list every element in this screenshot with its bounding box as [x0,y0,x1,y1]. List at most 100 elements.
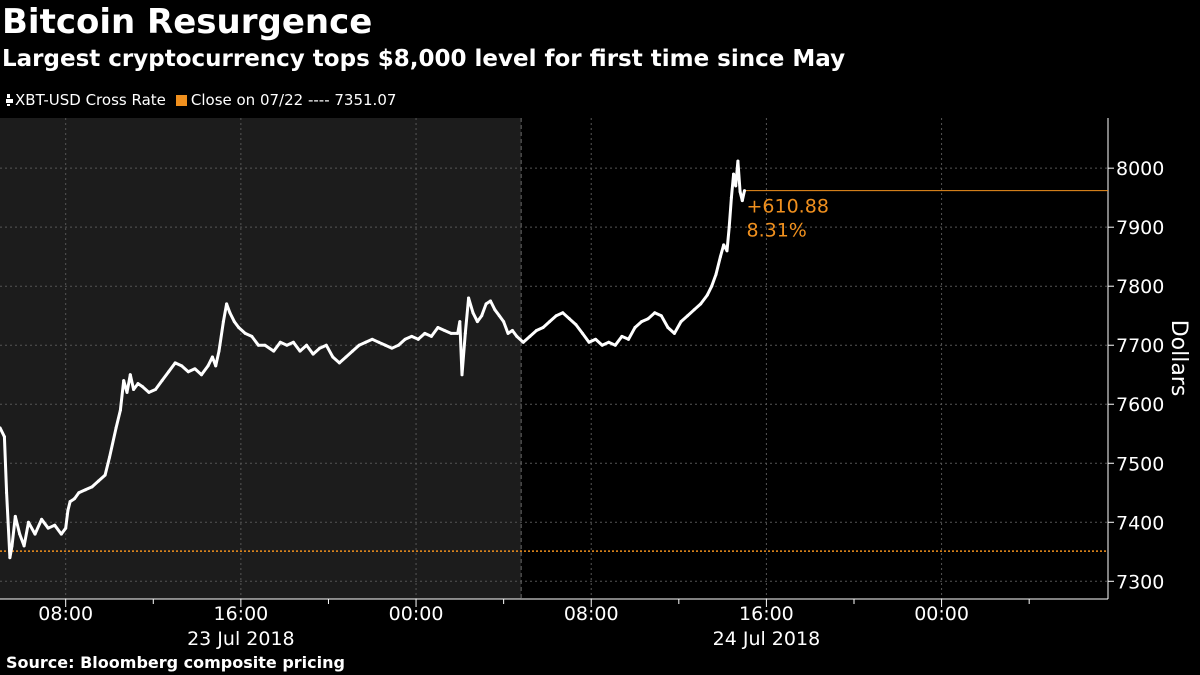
price-point [436,326,440,330]
x-tick-label: 08:00 [38,603,93,625]
price-point [324,343,328,347]
price-point [497,314,501,318]
price-point [646,317,650,321]
price-point [83,488,87,492]
price-point [46,526,50,530]
price-point [97,479,101,483]
y-axis-label: Dollars [1166,320,1191,397]
price-point [18,532,22,536]
price-point [132,387,136,391]
price-point [458,320,462,324]
price-point [72,497,76,501]
price-point [13,514,17,518]
price-point [734,184,738,188]
price-point [186,370,190,374]
price-point [22,544,26,548]
price-point [351,349,355,353]
price-point [90,485,94,489]
price-point [103,473,107,477]
price-point [659,314,663,318]
price-point [64,526,68,530]
price-point [357,343,361,347]
price-point [383,343,387,347]
price-point [567,317,571,321]
price-point [40,517,44,521]
price-point [160,379,164,383]
price-point [740,199,744,203]
line-symbol-icon [4,94,14,106]
chart-title: Bitcoin Resurgence [2,2,373,42]
price-point [237,326,241,330]
price-point [561,311,565,315]
price-point [587,340,591,344]
price-point [68,500,72,504]
price-point [136,382,140,386]
price-point [59,532,63,536]
price-point [122,379,126,383]
price-point [225,302,229,306]
price-point [173,361,177,365]
price-point [528,334,532,338]
price-point [510,328,514,332]
price-point [722,243,726,247]
price-point [5,491,9,495]
x-tick-label: 00:00 [914,603,969,625]
price-point [140,385,144,389]
x-date-label: 23 Jul 2018 [187,628,295,650]
change-annotation: +610.88 [747,196,829,218]
y-tick-label: 8000 [1116,158,1164,180]
price-point [210,355,214,359]
price-point [692,308,696,312]
price-point [298,349,302,353]
price-point [232,320,236,324]
price-point [423,331,427,335]
price-point [278,340,282,344]
price-point [370,337,374,341]
price-point [26,520,30,524]
price-point [221,320,225,324]
price-point [725,249,729,253]
price-point [125,390,129,394]
price-point [743,189,747,193]
price-point [534,328,538,332]
price-point [467,296,471,300]
price-point [8,556,12,560]
price-point [243,331,247,335]
price-point [53,523,57,527]
price-point [607,340,611,344]
price-point [580,331,584,335]
price-point [699,302,703,306]
price-point [613,343,617,347]
x-date-label: 24 Jul 2018 [713,628,821,650]
price-point [443,328,447,332]
price-point [502,320,506,324]
price-point [620,334,624,338]
x-tick-label: 08:00 [564,603,619,625]
price-point [256,343,260,347]
price-point [377,340,381,344]
price-point [679,320,683,324]
y-tick-label: 7600 [1116,394,1164,416]
price-point [285,343,289,347]
chart-legend: XBT-USD Cross Rate Close on 07/22 ---- 7… [4,91,406,109]
price-point [429,334,433,338]
price-point [653,311,657,315]
price-point [77,491,81,495]
price-point [228,311,232,315]
y-tick-label: 7900 [1116,217,1164,239]
price-point [311,352,315,356]
price-point [666,326,670,330]
price-point [456,331,460,335]
legend-series-label: XBT-USD Cross Rate [15,91,166,109]
price-point [554,314,558,318]
price-point [574,323,578,327]
x-tick-label: 00:00 [389,603,444,625]
price-point [548,320,552,324]
price-point [640,320,644,324]
price-point [107,455,111,459]
price-point [128,373,132,377]
price-point [710,284,714,288]
price-point [714,272,718,276]
price-point [10,544,14,548]
